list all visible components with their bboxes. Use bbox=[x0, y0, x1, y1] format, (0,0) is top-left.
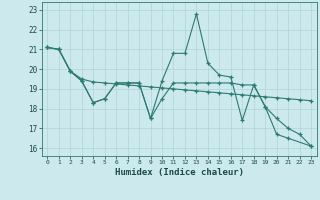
X-axis label: Humidex (Indice chaleur): Humidex (Indice chaleur) bbox=[115, 168, 244, 177]
